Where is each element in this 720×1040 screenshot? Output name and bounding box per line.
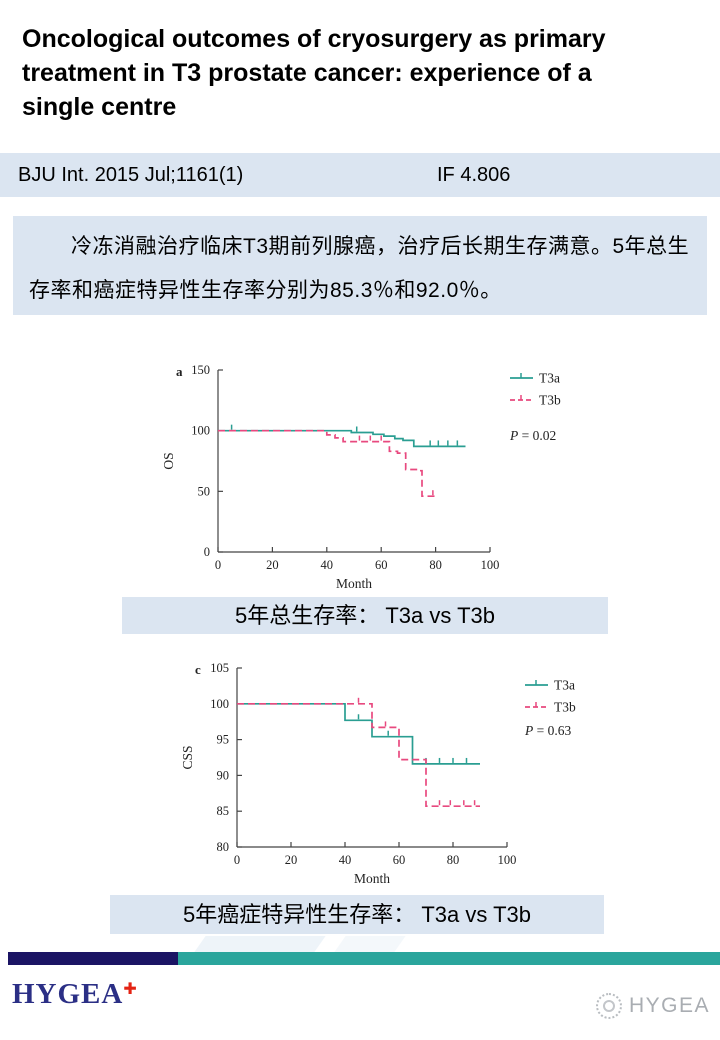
svg-text:T3a: T3a [554, 678, 575, 693]
svg-text:50: 50 [198, 484, 211, 498]
svg-text:Month: Month [336, 576, 372, 591]
impact-factor: IF 4.806 [437, 164, 511, 186]
hygea-logo-text: HYGEA [12, 978, 124, 1010]
svg-text:T3b: T3b [554, 700, 576, 715]
svg-text:Month: Month [354, 871, 390, 886]
hygea-logo: HYGEA✚ [12, 978, 138, 1011]
os-survival-chart: 0 20 40 60 80 100 0 50 100 150 Month OS a T3a T3b P = 0… [161, 363, 561, 591]
os-chart-caption: 5年总生存率： T3a vs T3b [122, 597, 608, 634]
svg-text:40: 40 [321, 558, 334, 572]
footer-bar-teal [178, 952, 720, 965]
svg-text:20: 20 [266, 558, 279, 572]
svg-text:OS: OS [161, 452, 176, 469]
svg-text:100: 100 [210, 697, 229, 711]
css-chart-caption: 5年癌症特异性生存率： T3a vs T3b [110, 895, 604, 934]
svg-text:100: 100 [191, 424, 210, 438]
svg-text:T3b: T3b [539, 393, 561, 408]
svg-text:0: 0 [234, 853, 240, 867]
title-line-2: treatment in T3 prostate cancer: experie… [22, 59, 592, 87]
css-survival-chart: 0 20 40 60 80 100 80 85 90 95 100 105 Month CSS c T3a T3… [180, 661, 576, 886]
svg-text:T3a: T3a [539, 371, 560, 386]
svg-text:60: 60 [393, 853, 406, 867]
footer-bar-navy [8, 952, 178, 965]
svg-text:0: 0 [204, 545, 210, 559]
svg-text:40: 40 [339, 853, 352, 867]
summary-text: 冷冻消融治疗临床T3期前列腺癌，治疗后长期生存满意。5年总生存率和癌症特异性生存… [29, 235, 690, 302]
svg-text:0: 0 [215, 558, 221, 572]
title-line-1: Oncological outcomes of cryosurgery as p… [22, 25, 606, 53]
journal-reference: BJU Int. 2015 Jul;1161(1) [18, 164, 244, 186]
hygea-watermark: HYGEA [595, 993, 710, 1019]
svg-text:105: 105 [210, 661, 229, 675]
svg-text:95: 95 [217, 733, 230, 747]
svg-text:c: c [195, 662, 201, 677]
summary-box: 冷冻消融治疗临床T3期前列腺癌，治疗后长期生存满意。5年总生存率和癌症特异性生存… [13, 216, 707, 315]
svg-text:P = 0.02: P = 0.02 [509, 428, 556, 443]
page-title: Oncological outcomes of cryosurgery as p… [22, 22, 706, 124]
svg-text:150: 150 [191, 363, 210, 377]
svg-text:80: 80 [217, 840, 230, 854]
decorative-watermark-shape [334, 936, 406, 952]
svg-text:80: 80 [429, 558, 442, 572]
svg-text:100: 100 [481, 558, 500, 572]
svg-text:P = 0.63: P = 0.63 [524, 723, 571, 738]
title-line-3: single centre [22, 93, 177, 121]
svg-text:85: 85 [217, 804, 230, 818]
red-cross-icon: ✚ [123, 979, 138, 998]
svg-text:20: 20 [285, 853, 298, 867]
svg-text:a: a [176, 364, 183, 379]
watermark-text: HYGEA [628, 994, 710, 1017]
citation-bar: BJU Int. 2015 Jul;1161(1) IF 4.806 [0, 153, 720, 197]
svg-text:CSS: CSS [180, 745, 195, 769]
svg-text:90: 90 [217, 768, 230, 782]
svg-text:80: 80 [447, 853, 460, 867]
hygea-emblem-icon [595, 993, 622, 1019]
decorative-watermark-shape [194, 936, 326, 952]
svg-text:100: 100 [498, 853, 517, 867]
svg-text:60: 60 [375, 558, 388, 572]
